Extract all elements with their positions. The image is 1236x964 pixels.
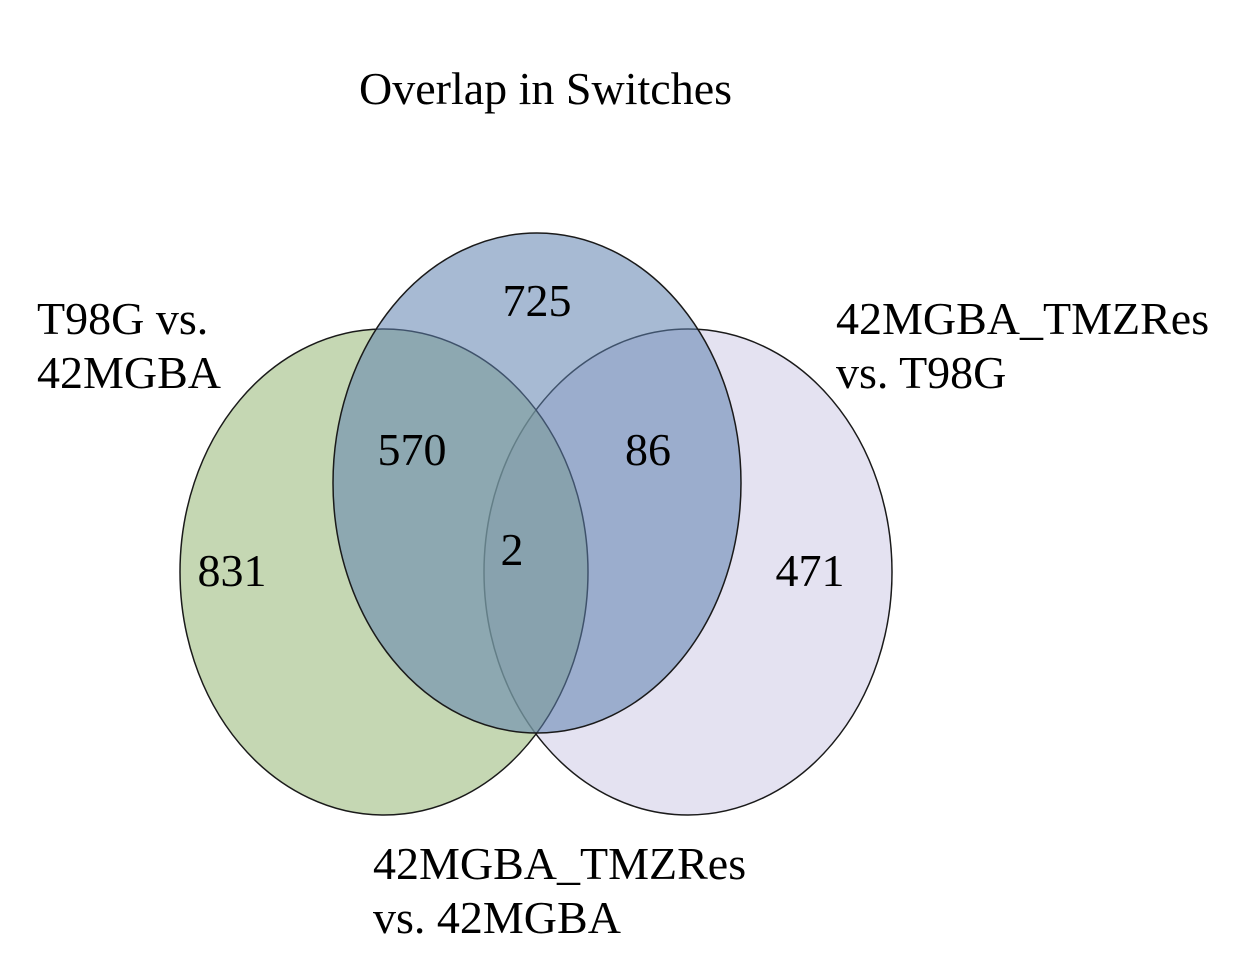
- count-only-a: 831: [198, 545, 267, 596]
- set-c-label-line-1: 42MGBA_TMZRes: [836, 293, 1210, 344]
- count-a-b-c: 2: [501, 524, 524, 575]
- set-b-label-line-2: vs. 42MGBA: [373, 892, 621, 943]
- set-b-ellipse: [332, 232, 742, 734]
- set-a-label-line-1: T98G vs.: [37, 293, 209, 344]
- set-a-label: T98G vs. 42MGBA: [37, 292, 221, 400]
- set-b-label: 42MGBA_TMZRes vs. 42MGBA: [373, 837, 746, 945]
- set-c-label-line-2: vs. T98G: [836, 347, 1007, 398]
- set-b-label-line-1: 42MGBA_TMZRes: [373, 838, 747, 889]
- count-b-c: 86: [625, 424, 671, 475]
- set-c-label: 42MGBA_TMZRes vs. T98G: [836, 292, 1209, 400]
- set-a-label-line-2: 42MGBA: [37, 347, 222, 398]
- count-only-c: 471: [776, 545, 845, 596]
- diagram-title: Overlap in Switches: [359, 63, 733, 114]
- count-only-b: 725: [503, 275, 572, 326]
- count-a-b: 570: [378, 424, 447, 475]
